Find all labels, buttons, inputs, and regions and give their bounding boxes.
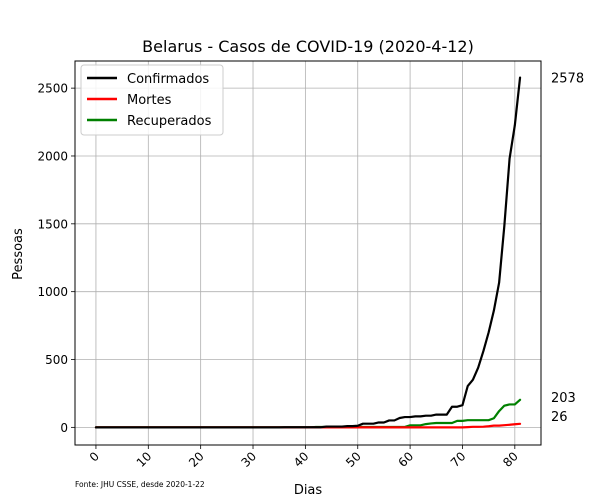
series-line-recuperados [94,398,522,429]
end-label-mortes: 26 [551,410,568,425]
legend-box [80,64,224,136]
y-tick-label: 2500 [37,82,68,96]
x-tick-label: 80 [500,449,521,470]
legend: Confirmados Mortes Recuperados [80,64,224,136]
x-tick-label: 40 [291,449,312,470]
x-tick-label: 50 [343,449,364,470]
x-tick-label: 60 [396,449,417,470]
end-label-confirmados: 2578 [551,72,584,87]
y-tick-label: 500 [45,353,68,367]
x-tick-label: 20 [186,449,207,470]
plot-frame [74,60,542,446]
legend-items: Confirmados Mortes Recuperados [87,72,212,129]
end-labels: 2578 26 203 [551,72,584,425]
chart-title: Belarus - Casos de COVID-19 (2020-4-12) [142,37,474,56]
series-line-confirmados [94,76,522,429]
y-tick-label: 1000 [37,285,68,299]
x-tick-label: 0 [87,449,102,464]
source-note: Fonte: JHU CSSE, desde 2020-1-22 [75,480,205,489]
y-tick-label: 0 [60,421,68,435]
y-axis-label: Pessoas [11,228,26,280]
y-tick-label: 1500 [37,217,68,231]
x-axis-label: Dias [294,483,323,498]
x-tick-label: 70 [448,449,469,470]
legend-label-recuperados: Recuperados [127,114,212,129]
x-tick-label: 10 [134,449,155,470]
x-tick-label: 30 [238,449,259,470]
series-lines [94,76,522,429]
legend-label-mortes: Mortes [127,93,172,108]
end-label-recuperados: 203 [551,391,576,406]
legend-label-confirmados: Confirmados [127,72,209,87]
y-tick-label: 2000 [37,149,68,163]
grid [75,61,541,445]
